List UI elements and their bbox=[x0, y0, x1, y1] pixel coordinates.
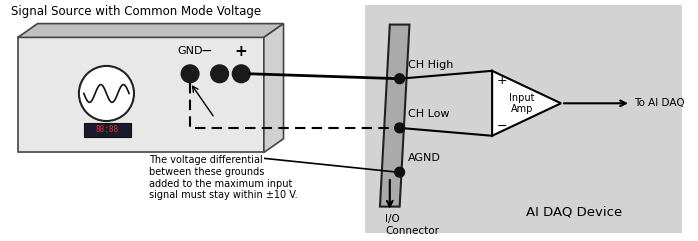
Polygon shape bbox=[18, 24, 283, 37]
Text: +: + bbox=[235, 44, 248, 59]
Text: −: − bbox=[497, 120, 507, 133]
Text: GND: GND bbox=[177, 46, 203, 56]
Text: To AI DAQ: To AI DAQ bbox=[634, 98, 685, 108]
Bar bbox=[365, 5, 682, 233]
Text: CH High: CH High bbox=[408, 60, 453, 70]
Polygon shape bbox=[380, 25, 410, 207]
Polygon shape bbox=[492, 71, 561, 136]
Text: Input
Amp: Input Amp bbox=[509, 93, 535, 114]
Text: CH Low: CH Low bbox=[408, 109, 449, 119]
Polygon shape bbox=[264, 24, 283, 153]
Text: Signal Source with Common Mode Voltage: Signal Source with Common Mode Voltage bbox=[11, 5, 261, 18]
Circle shape bbox=[394, 74, 405, 84]
Text: AGND: AGND bbox=[408, 154, 440, 163]
Circle shape bbox=[232, 65, 250, 83]
Circle shape bbox=[181, 65, 199, 83]
Text: AI DAQ Device: AI DAQ Device bbox=[526, 205, 622, 218]
Bar bbox=[84, 123, 131, 137]
Circle shape bbox=[394, 123, 405, 133]
Text: 88:88: 88:88 bbox=[96, 125, 119, 134]
Circle shape bbox=[211, 65, 228, 83]
Text: The voltage differential
between these grounds
added to the maximum input
signal: The voltage differential between these g… bbox=[149, 155, 297, 200]
Text: I/O
Connector: I/O Connector bbox=[385, 214, 439, 236]
Circle shape bbox=[394, 167, 405, 177]
Text: −: − bbox=[201, 44, 213, 58]
Text: +: + bbox=[497, 74, 507, 87]
Polygon shape bbox=[18, 37, 264, 153]
Circle shape bbox=[79, 66, 134, 121]
